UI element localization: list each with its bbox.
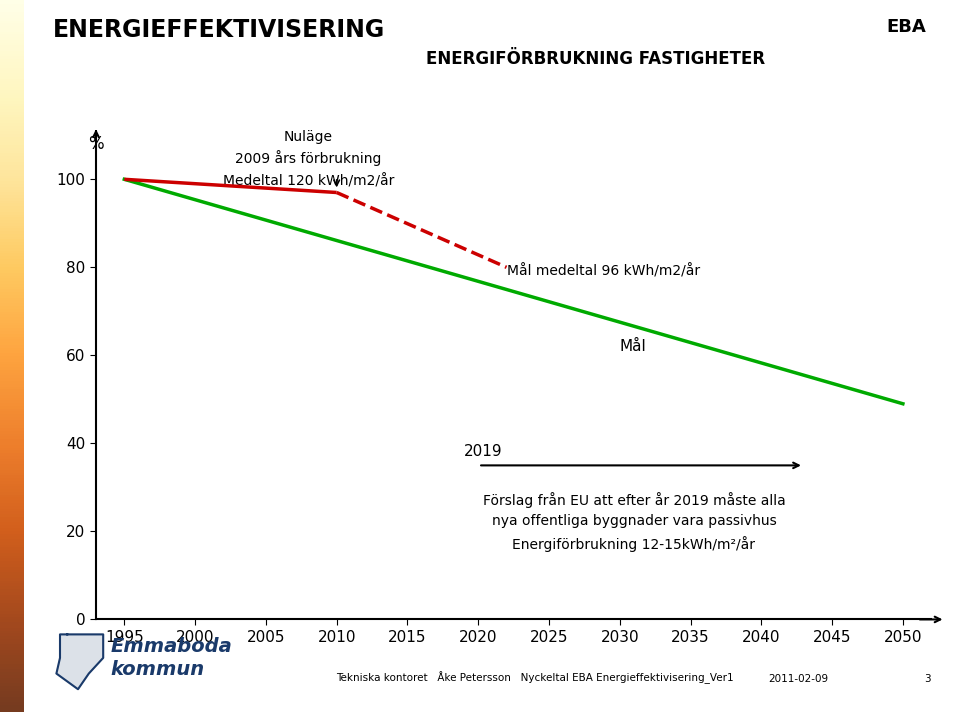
Text: Mål: Mål (620, 339, 646, 354)
Text: nya offentliga byggnader vara passivhus: nya offentliga byggnader vara passivhus (492, 514, 777, 528)
Text: Mål medeltal 96 kWh/m2/år: Mål medeltal 96 kWh/m2/år (507, 264, 700, 279)
Text: 2011-02-09: 2011-02-09 (768, 674, 828, 684)
Polygon shape (57, 634, 103, 689)
Text: 2009 års förbrukning: 2009 års förbrukning (235, 150, 381, 166)
Text: Förslag från EU att efter år 2019 måste alla: Förslag från EU att efter år 2019 måste … (483, 492, 785, 508)
Text: Medeltal 120 kWh/m2/år: Medeltal 120 kWh/m2/år (223, 174, 394, 188)
Text: ENERGIEFFEKTIVISERING: ENERGIEFFEKTIVISERING (53, 18, 385, 42)
Text: Energiförbrukning 12-15kWh/m²/år: Energiförbrukning 12-15kWh/m²/år (513, 536, 756, 552)
Text: ENERGIFÖRBRUKNING FASTIGHETER: ENERGIFÖRBRUKNING FASTIGHETER (425, 50, 765, 68)
Text: kommun: kommun (110, 660, 204, 679)
Text: EBA: EBA (887, 18, 926, 36)
Text: Nuläge: Nuläge (284, 130, 333, 144)
Text: 3: 3 (924, 674, 931, 684)
Text: EMMABODA I VÅRA HJÄRTAN: EMMABODA I VÅRA HJÄRTAN (32, 294, 43, 418)
Text: 2019: 2019 (464, 444, 503, 459)
Text: %: % (88, 135, 104, 153)
Text: Tekniska kontoret   Åke Petersson   Nyckeltal EBA Energieffektivisering_Ver1: Tekniska kontoret Åke Petersson Nyckelta… (336, 671, 733, 684)
Text: Emmaboda: Emmaboda (110, 637, 232, 656)
